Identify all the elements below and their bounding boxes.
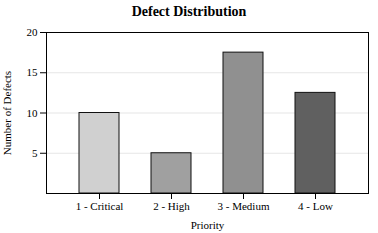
svg-text:1 - Critical: 1 - Critical (76, 200, 124, 212)
svg-text:10: 10 (27, 107, 39, 119)
svg-text:5: 5 (32, 147, 38, 159)
svg-text:20: 20 (27, 26, 39, 38)
svg-text:2 - High: 2 - High (153, 200, 190, 212)
svg-text:15: 15 (27, 66, 39, 78)
svg-text:4 - Low: 4 - Low (298, 200, 333, 212)
svg-text:Priority: Priority (191, 219, 225, 231)
svg-text:3 - Medium: 3 - Medium (218, 200, 270, 212)
html-text:Defect Distribution: Defect Distribution (131, 4, 247, 19)
svg-text:Number of Defects: Number of Defects (1, 71, 13, 155)
